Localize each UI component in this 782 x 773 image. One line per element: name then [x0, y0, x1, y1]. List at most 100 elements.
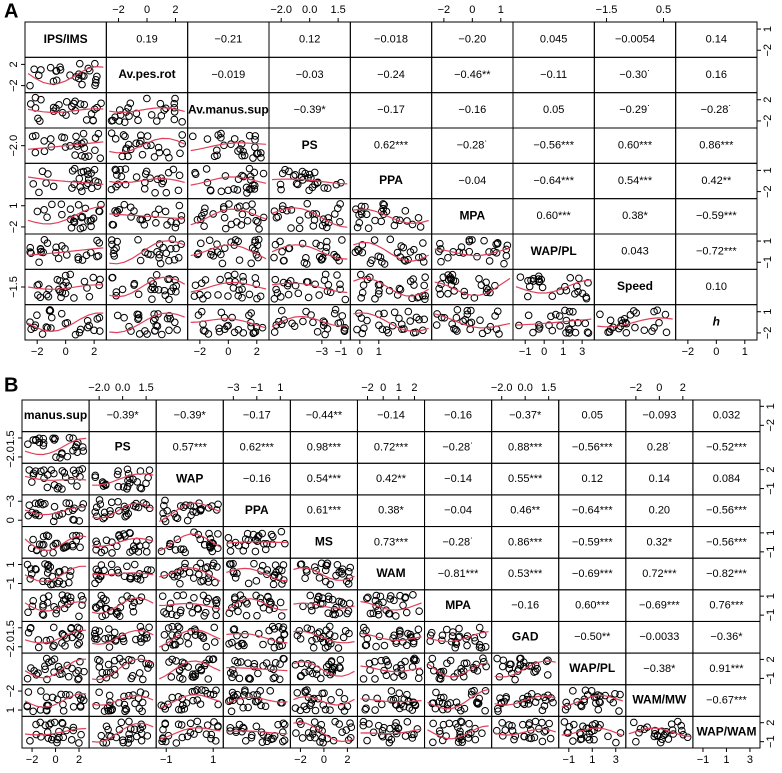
scatter-point	[228, 673, 236, 682]
scatter-point	[520, 732, 529, 741]
scatter-point	[515, 321, 523, 330]
scatter-point	[235, 720, 244, 729]
scatter-point	[43, 675, 51, 684]
scatter-point	[29, 180, 38, 188]
scatter-point	[364, 593, 372, 602]
scatter-point	[409, 639, 418, 648]
smooth-line	[293, 567, 355, 581]
smooth-line	[190, 142, 267, 152]
scatter-point	[429, 719, 437, 728]
scatter-point	[200, 540, 209, 549]
scatter-point	[243, 216, 252, 225]
scatter-point	[415, 315, 423, 324]
tick-label: −1	[765, 735, 777, 748]
scatter-point	[97, 599, 105, 608]
scatter-point	[165, 638, 174, 647]
correlation: 0.05	[582, 410, 603, 422]
correlation: 0.76***	[709, 600, 744, 612]
scatter-point	[39, 594, 48, 603]
scatter-point	[105, 691, 114, 700]
scatter-point	[278, 247, 286, 256]
scatter-point	[148, 295, 156, 303]
correlation: −0.11	[540, 69, 567, 81]
scatter-point	[523, 292, 532, 301]
tick-label: −2	[112, 4, 125, 16]
variable-label: WAP/WAM	[696, 724, 756, 738]
scatter-point	[44, 170, 52, 178]
scatter-point	[322, 561, 330, 570]
scatter-point	[41, 665, 49, 674]
scatter-point	[174, 693, 183, 701]
scatter-point	[80, 696, 88, 705]
scatter-point	[363, 594, 371, 603]
scatter-point	[191, 631, 200, 639]
scatter-point	[483, 326, 492, 335]
scatter-point	[372, 642, 380, 651]
scatter-point	[575, 274, 583, 283]
scatter-point	[93, 540, 101, 549]
scatter-point	[399, 243, 408, 252]
scatter-point	[551, 310, 560, 319]
scatter-point	[499, 656, 508, 665]
scatter-point	[391, 700, 400, 709]
scatter-point	[97, 591, 106, 600]
tick-label: −2	[26, 754, 39, 766]
scatter-point	[137, 736, 146, 745]
scatter-point	[181, 501, 190, 510]
scatter-point	[181, 559, 189, 568]
scatter-point	[584, 329, 593, 337]
scatter-point	[235, 674, 244, 683]
smooth-line	[494, 660, 556, 678]
scatter-point	[134, 310, 143, 319]
scatter-point	[253, 218, 262, 226]
scatter-point	[35, 434, 43, 443]
scatter-point	[94, 129, 103, 138]
scatter-point	[105, 643, 114, 651]
scatter-point	[338, 728, 346, 736]
scatter-point	[186, 719, 195, 728]
scatter-point	[160, 631, 169, 639]
scatter-point	[374, 252, 383, 261]
smooth-line	[24, 506, 87, 516]
scatter-point	[33, 311, 41, 320]
scatter-point	[346, 733, 355, 742]
scatter-point	[545, 719, 553, 728]
correlation: −0.44**	[306, 410, 343, 422]
scatter-point	[336, 217, 344, 226]
scatter-point	[120, 502, 129, 511]
scatter-point	[629, 718, 638, 727]
scatter-point	[253, 537, 262, 545]
tick-label: 0.5	[656, 4, 671, 16]
smooth-line	[360, 632, 422, 642]
scatter-point	[448, 320, 456, 328]
scatter-point	[238, 210, 247, 219]
scatter-point	[61, 289, 70, 298]
scatter-point	[27, 570, 36, 578]
scatter-point	[175, 624, 184, 632]
tick-label: −1	[335, 346, 348, 358]
smooth-line	[360, 600, 422, 611]
scatter-point	[94, 252, 103, 260]
scatter-point	[170, 255, 179, 264]
scatter-point	[113, 171, 121, 179]
scatter-point	[563, 728, 572, 737]
scatter-point	[239, 147, 247, 156]
scatter-point	[67, 223, 76, 232]
scatter-point	[229, 559, 237, 568]
scatter-point	[325, 218, 333, 227]
scatter-point	[127, 656, 136, 665]
correlation: 0.60***	[618, 140, 653, 152]
scatter-point	[124, 140, 133, 149]
scatter-point	[174, 186, 183, 195]
scatter-point	[189, 673, 198, 681]
scatter-point	[402, 641, 411, 650]
scatter-point	[239, 272, 247, 281]
scatter-point	[524, 276, 532, 285]
scatter-point	[162, 737, 170, 746]
scatter-point	[569, 687, 577, 695]
scatter-point	[209, 690, 218, 699]
scatter-point	[383, 657, 391, 666]
scatter-point	[412, 313, 421, 322]
correlation: −0.16	[511, 600, 539, 612]
scatter-point	[42, 179, 50, 187]
